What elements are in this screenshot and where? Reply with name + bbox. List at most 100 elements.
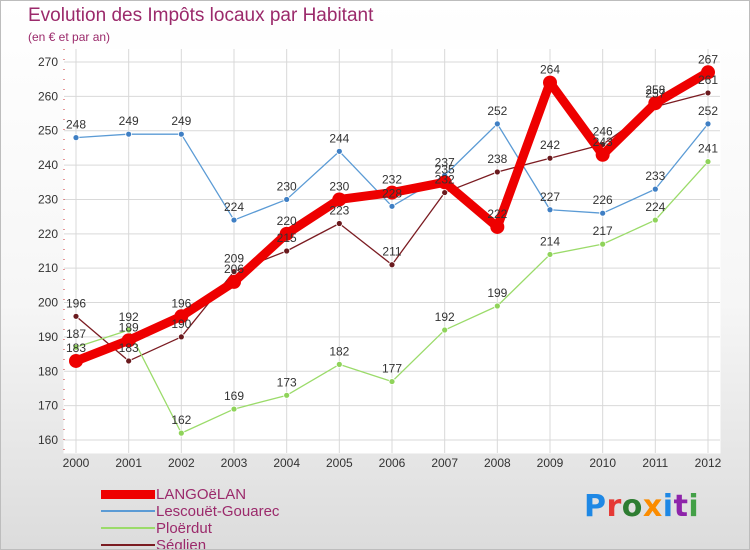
data-label: 230 <box>277 179 297 193</box>
y-tick-label: 260 <box>38 89 58 103</box>
data-label: 187 <box>66 327 86 341</box>
data-point <box>599 209 607 217</box>
data-label: 224 <box>645 200 665 214</box>
x-tick-label: 2007 <box>431 456 458 470</box>
data-label: 209 <box>224 252 244 266</box>
data-point <box>704 120 712 128</box>
data-label: 267 <box>698 52 718 66</box>
data-point <box>493 302 501 310</box>
data-label: 162 <box>171 413 191 427</box>
y-tick-label: 270 <box>38 55 58 69</box>
data-label: 264 <box>540 63 560 77</box>
data-point <box>125 357 133 365</box>
x-tick-label: 2003 <box>221 456 248 470</box>
logo-letter: i <box>688 489 700 524</box>
y-tick-label: 230 <box>38 192 58 206</box>
data-point <box>125 130 133 138</box>
data-point <box>546 154 554 162</box>
data-label: 217 <box>593 224 613 238</box>
data-point <box>599 240 607 248</box>
legend-label: LANGOëLAN <box>156 485 247 503</box>
y-tick-label: 200 <box>38 296 58 310</box>
x-tick-label: 2011 <box>642 456 668 470</box>
data-label: 196 <box>66 296 86 310</box>
logo-letter: i <box>662 489 674 524</box>
data-label: 220 <box>277 214 297 228</box>
data-label: 192 <box>435 310 455 324</box>
logo-letter: t <box>673 489 689 524</box>
logo-letter: r <box>606 489 622 524</box>
data-point <box>388 202 396 210</box>
y-tick-label: 160 <box>38 433 58 447</box>
logo-letter: x <box>642 489 663 524</box>
x-tick-label: 2002 <box>168 456 195 470</box>
data-point <box>493 120 501 128</box>
data-point <box>230 405 238 413</box>
data-point <box>490 219 505 234</box>
data-label: 189 <box>119 320 139 334</box>
data-label: 235 <box>435 162 455 176</box>
data-label: 199 <box>487 286 507 300</box>
data-label: 242 <box>540 138 560 152</box>
data-point <box>595 147 610 162</box>
logo-letter: P <box>584 489 607 524</box>
data-label: 230 <box>329 179 349 193</box>
data-label: 183 <box>66 341 86 355</box>
data-label: 258 <box>645 83 665 97</box>
x-tick-label: 2001 <box>115 456 142 470</box>
data-point <box>69 353 83 368</box>
y-tick-label: 250 <box>38 124 58 138</box>
data-point <box>174 309 189 324</box>
data-label: 177 <box>382 362 402 376</box>
x-tick-label: 2008 <box>484 456 511 470</box>
legend-swatch <box>101 527 155 529</box>
data-point <box>227 274 241 289</box>
data-point <box>283 391 291 399</box>
data-point <box>332 192 347 207</box>
data-point <box>651 216 659 224</box>
data-label: 190 <box>171 317 191 331</box>
data-label: 252 <box>487 104 507 118</box>
data-point <box>385 185 399 200</box>
data-label: 214 <box>540 234 560 248</box>
data-label: 244 <box>329 131 349 145</box>
data-point <box>546 251 554 258</box>
data-point <box>493 168 501 176</box>
data-point <box>335 360 343 368</box>
data-label: 222 <box>487 207 507 221</box>
y-tick-label: 170 <box>38 399 58 413</box>
data-point <box>648 96 663 111</box>
data-label: 232 <box>382 173 402 187</box>
data-point <box>335 147 343 155</box>
data-label: 233 <box>645 169 665 183</box>
chart-subtitle: (en € et par an) <box>28 30 111 44</box>
data-label: 232 <box>435 173 455 187</box>
data-point <box>441 189 449 196</box>
data-label: 173 <box>277 375 297 389</box>
y-tick-label: 190 <box>38 330 58 344</box>
data-point <box>335 220 343 227</box>
data-point <box>651 185 659 193</box>
data-label: 228 <box>382 186 402 200</box>
data-point <box>701 65 715 80</box>
data-point <box>230 216 238 224</box>
data-label: 169 <box>224 389 244 403</box>
y-tick-label: 240 <box>38 158 58 172</box>
data-label: 182 <box>329 344 349 358</box>
data-point <box>72 312 80 320</box>
data-point <box>230 268 238 276</box>
legend-label: Ploërdut <box>156 519 212 537</box>
data-label: 248 <box>66 118 86 132</box>
data-point <box>704 158 712 166</box>
x-tick-label: 2010 <box>589 456 616 470</box>
data-label: 223 <box>329 204 349 218</box>
data-label: 227 <box>540 190 560 204</box>
data-label: 261 <box>698 73 718 87</box>
data-point <box>72 134 80 142</box>
data-point <box>388 378 396 385</box>
data-label: 246 <box>593 124 613 138</box>
data-point <box>177 333 185 341</box>
data-point <box>388 261 396 269</box>
logo-letter: o <box>621 489 643 524</box>
